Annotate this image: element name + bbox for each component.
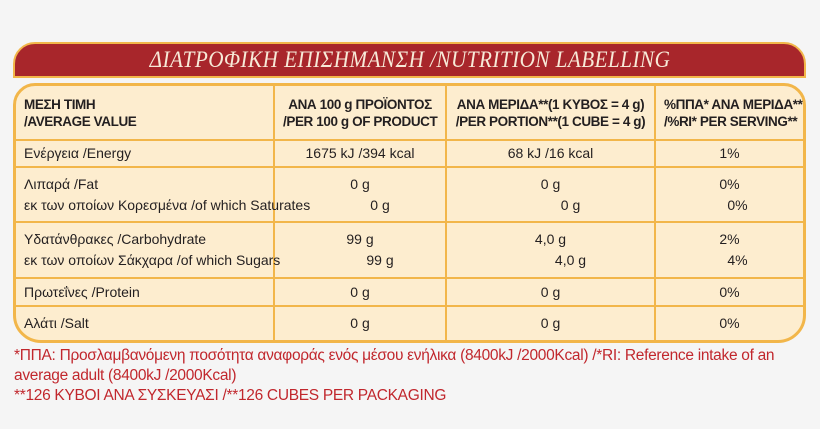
cell-ri: 2% 4% — [654, 221, 803, 279]
cell-portion: 0 g 0 g — [445, 166, 656, 223]
cell-ri: 0% — [654, 305, 803, 340]
table-header-row: ΜΕΣΗ ΤΙΜΗ /AVERAGE VALUE ΑΝΑ 100 g ΠΡΟΪΟ… — [16, 86, 803, 141]
cell-label: Ενέργεια /Energy — [16, 139, 275, 168]
header-per-portion: ΑΝΑ ΜΕΡΙΔΑ**(1 ΚΥΒΟΣ = 4 g) /PER PORTION… — [445, 86, 656, 141]
cell-portion: 4,0 g 4,0 g — [445, 221, 656, 279]
cell-label: Αλάτι /Salt — [16, 305, 275, 340]
cell-per100: 1675 kJ /394 kcal — [273, 139, 447, 168]
cell-portion: 68 kJ /16 kcal — [445, 139, 656, 168]
footnote-ri: *ΠΠΑ: Προσλαμβανόμενη ποσότητα αναφοράς … — [14, 347, 775, 364]
cell-ri: 0% — [654, 277, 803, 307]
table-row-fat: Λιπαρά /Fat εκ των οποίων Κορεσμένα /of … — [16, 166, 803, 223]
cell-portion: 0 g — [445, 277, 656, 307]
cell-portion: 0 g — [445, 305, 656, 340]
cell-label: Λιπαρά /Fat εκ των οποίων Κορεσμένα /of … — [16, 166, 310, 223]
cell-label: Πρωτεΐνες /Protein — [16, 277, 275, 307]
table-row-carbohydrate: Υδατάνθρακες /Carbohydrate εκ των οποίων… — [16, 221, 803, 279]
footnote-packaging: **126 ΚΥΒΟΙ ΑΝΑ ΣΥΣΚΕΥΑΣΙ /**126 CUBES P… — [14, 387, 447, 404]
header-ri-per-serving: %ΠΠΑ* ΑΝΑ ΜΕΡΙΔΑ** /%RI* PER SERVING** — [654, 86, 803, 141]
cell-per100: 0 g — [273, 305, 447, 340]
table-row-protein: Πρωτεΐνες /Protein 0 g 0 g 0% — [16, 277, 803, 307]
title-banner: ΔΙΑΤΡΟΦΙΚΗ ΕΠΙΣΗΜΑΝΣΗ /NUTRITION LABELLI… — [13, 42, 806, 78]
cell-label: Υδατάνθρακες /Carbohydrate εκ των οποίων… — [16, 221, 280, 279]
cell-per100: 0 g — [273, 277, 447, 307]
nutrition-table-container: ΜΕΣΗ ΤΙΜΗ /AVERAGE VALUE ΑΝΑ 100 g ΠΡΟΪΟ… — [13, 83, 806, 343]
header-average-value: ΜΕΣΗ ΤΙΜΗ /AVERAGE VALUE — [16, 86, 275, 141]
header-per-100g: ΑΝΑ 100 g ΠΡΟΪΟΝΤΟΣ /PER 100 g OF PRODUC… — [273, 86, 447, 141]
nutrition-table: ΜΕΣΗ ΤΙΜΗ /AVERAGE VALUE ΑΝΑ 100 g ΠΡΟΪΟ… — [16, 86, 803, 340]
label-title: ΔΙΑΤΡΟΦΙΚΗ ΕΠΙΣΗΜΑΝΣΗ /NUTRITION LABELLI… — [149, 47, 670, 72]
footnotes: *ΠΠΑ: Προσλαμβανόμενη ποσότητα αναφοράς … — [14, 346, 814, 406]
cell-ri: 1% — [654, 139, 803, 168]
table-row-salt: Αλάτι /Salt 0 g 0 g 0% — [16, 305, 803, 340]
table-row-energy: Ενέργεια /Energy 1675 kJ /394 kcal 68 kJ… — [16, 139, 803, 168]
cell-per100: 99 g 99 g — [273, 221, 447, 279]
cell-per100: 0 g 0 g — [273, 166, 447, 223]
cell-ri: 0% 0% — [654, 166, 803, 223]
footnote-ri-cont: average adult (8400kJ /2000Kcal) — [14, 367, 237, 384]
